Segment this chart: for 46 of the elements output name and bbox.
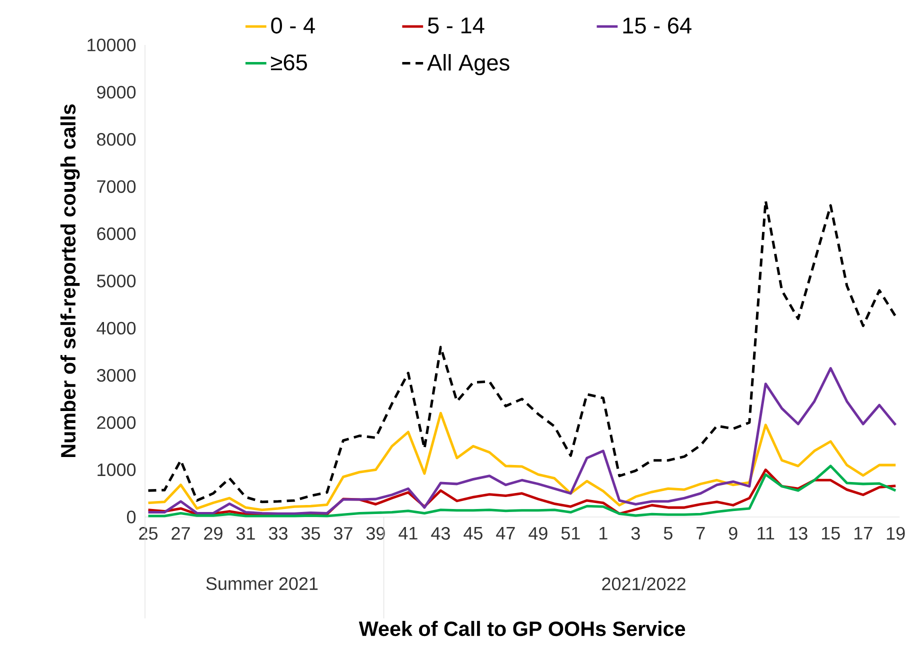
y-tick-label: 1000 [98,463,136,476]
x-tick-label: 51 [561,527,580,540]
x-tick-label: 25 [139,527,158,540]
y-tick-label: 4000 [96,322,136,335]
legend-label: 15 - 64 [623,18,692,34]
x-tick-label: 29 [204,527,222,540]
legend-label: 0 - 4 [271,18,315,34]
y-tick-label: 10000 [88,38,136,52]
line-series [146,412,897,512]
text: 2021/2022 [602,577,686,590]
y-tick-label: 8000 [97,133,136,146]
x-tick-label: 39 [366,527,385,540]
x-tick-label: 33 [268,527,288,540]
y-tick-label: 0 [126,510,136,524]
x-tick-label: 17 [854,527,872,540]
legend-label: 5 - 14 [428,18,484,34]
y-tick-label: 6000 [97,227,136,240]
y-tick-label: 2000 [97,416,136,429]
y-axis-title: Number of self-reported cough calls [60,104,80,458]
x-tick-label: 41 [398,527,418,540]
x-tick-label: 11 [758,527,774,540]
line-series [146,199,897,504]
x-tick-label: 31 [236,527,255,540]
x-tick-label: 45 [464,527,482,540]
x-tick-label: 49 [528,527,548,540]
x-axis-title: Week of Call to GP OOHs Service [358,620,686,636]
y-tick-label: 9000 [97,86,136,99]
legend-label: All Ages [427,54,510,76]
x-tick-label: 7 [696,527,705,540]
x-tick-label: 5 [664,527,672,540]
y-tick-label: 7000 [97,180,136,193]
y-tick-label: 5000 [96,274,136,288]
x-tick-label: 13 [790,527,808,540]
x-tick-label: 35 [301,527,320,540]
x-tick-label: 47 [496,527,515,540]
x-tick-label: 3 [631,527,640,540]
x-tick-label: 19 [886,527,905,540]
x-tick-label: 43 [431,527,450,540]
x-tick-label: 15 [822,527,840,540]
x-tick-label: 1 [600,527,608,540]
text: Summer 2021 [206,577,318,590]
x-tick-label: 37 [334,527,352,540]
y-tick-label: 3000 [96,369,136,382]
legend-label: ≥65 [270,54,307,70]
x-tick-label: 9 [728,527,738,540]
x-tick-label: 27 [172,527,190,540]
